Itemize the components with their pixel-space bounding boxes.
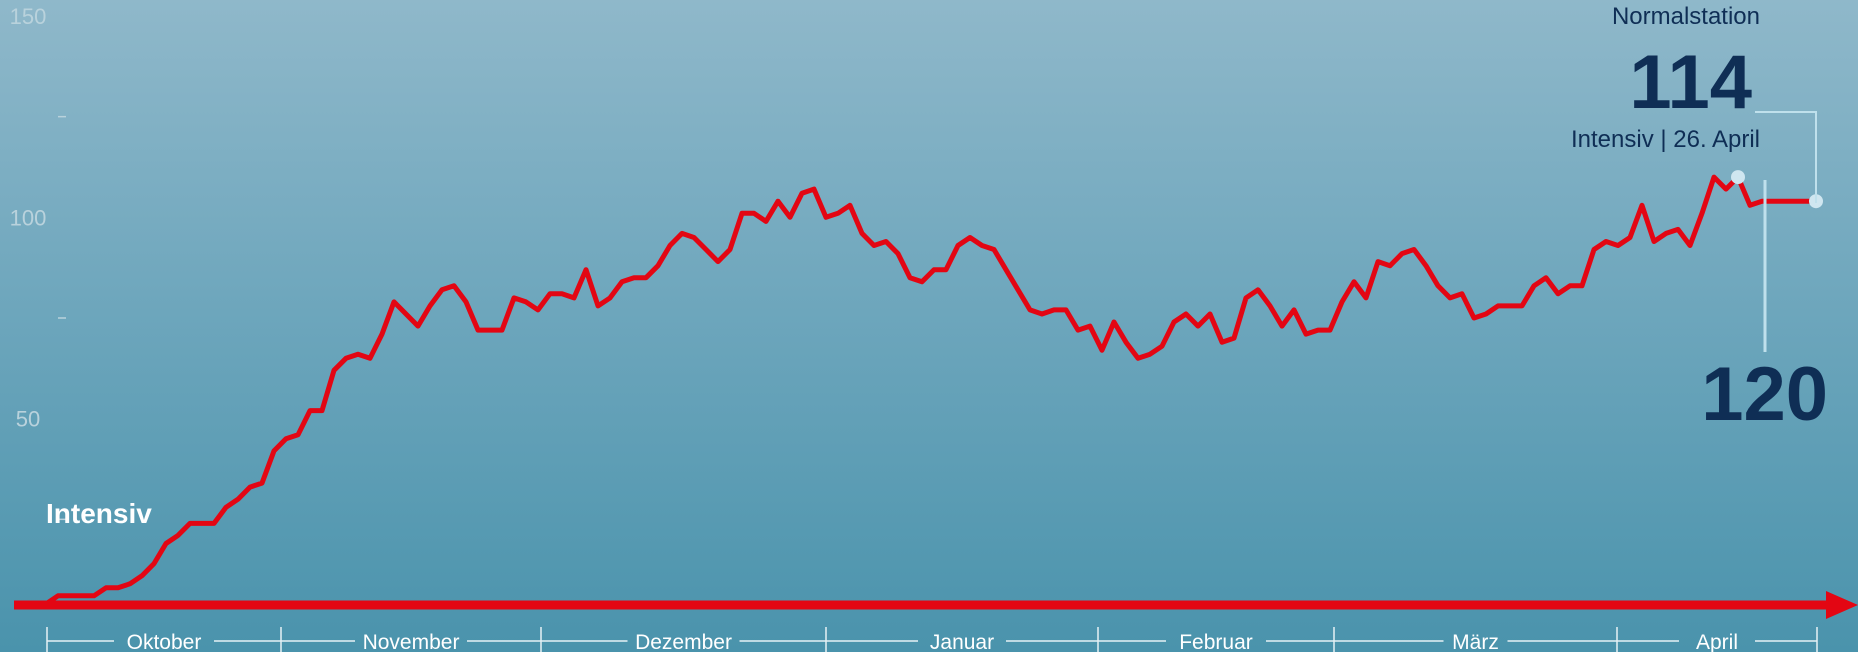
month-label: April bbox=[1696, 631, 1738, 652]
y-tick-label: 100 bbox=[10, 205, 47, 230]
month-label: März bbox=[1452, 631, 1499, 652]
normal-station-label: Normalstation bbox=[1612, 3, 1760, 30]
y-tick-label: 150 bbox=[10, 4, 47, 29]
series-layer bbox=[43, 170, 1823, 607]
series-label-intensiv: Intensiv bbox=[46, 498, 152, 529]
time-arrow bbox=[14, 591, 1858, 619]
month-axis: Oktober November Dezember Januar Februar März… bbox=[46, 627, 1818, 652]
intensive-value: 120 bbox=[1701, 352, 1828, 437]
y-axis: 50 100 150 bbox=[10, 4, 66, 521]
month-label: November bbox=[363, 631, 460, 652]
series-line-intensiv bbox=[43, 174, 1819, 607]
month-label: Dezember bbox=[635, 631, 732, 652]
intensive-date-label: Intensiv | 26. April bbox=[1571, 126, 1760, 153]
month-label: Oktober bbox=[127, 631, 202, 652]
marker-intensive-point bbox=[1731, 170, 1745, 185]
month-label: Januar bbox=[930, 631, 994, 652]
time-arrow-head bbox=[1826, 591, 1858, 619]
annotations: Normalstation 114 Intensiv | 26. April 1… bbox=[1571, 3, 1828, 437]
month-label: Februar bbox=[1179, 631, 1253, 652]
normal-station-value: 114 bbox=[1629, 40, 1752, 125]
normal-station-leader bbox=[1755, 111, 1817, 203]
y-tick-label: 50 bbox=[16, 407, 40, 432]
